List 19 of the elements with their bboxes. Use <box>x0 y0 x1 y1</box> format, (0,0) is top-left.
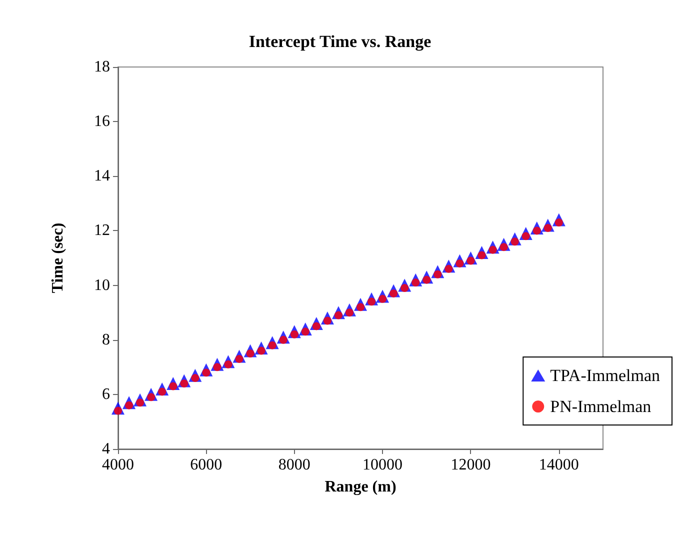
y-tick-label: 10 <box>94 276 110 294</box>
y-tick-label: 18 <box>94 58 110 76</box>
y-axis-title: Time (sec) <box>50 222 66 294</box>
x-tick-label: 10000 <box>362 456 403 474</box>
x-tick-label: 12000 <box>450 456 491 474</box>
y-tick-label: 8 <box>102 331 110 348</box>
legend-label: TPA-Immelman <box>550 366 660 385</box>
legend-label: PN-Immelman <box>550 397 652 416</box>
y-tick-label: 14 <box>94 168 110 185</box>
x-tick-label: 6000 <box>190 456 222 474</box>
y-tick-label: 4 <box>102 440 110 458</box>
x-axis-title: Range (m) <box>324 478 396 496</box>
y-tick-label: 16 <box>94 113 110 130</box>
chart-title: Intercept Time vs. Range <box>248 32 432 51</box>
x-tick-label: 14000 <box>538 456 579 474</box>
x-tick-label: 8000 <box>278 456 310 474</box>
y-tick-label: 6 <box>102 386 110 403</box>
y-tick-label: 12 <box>94 222 110 240</box>
x-tick-label: 4000 <box>102 456 134 474</box>
